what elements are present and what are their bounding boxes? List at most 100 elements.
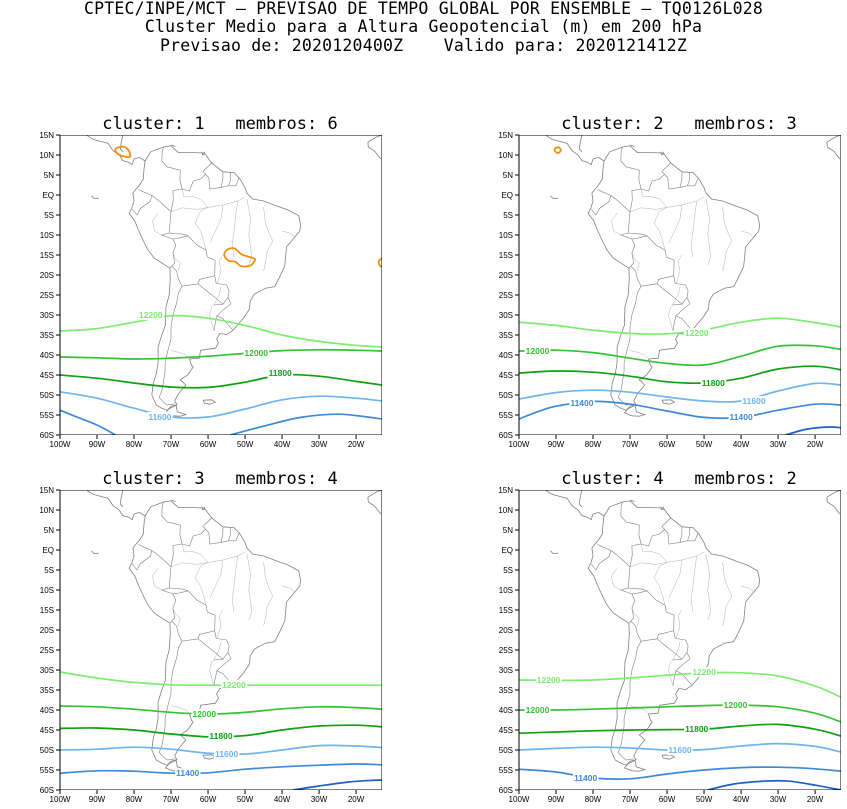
contour-12000 — [60, 348, 382, 360]
river-line — [722, 206, 733, 272]
contour-label-12200: 12200 — [139, 310, 163, 320]
y-tick-label: 15S — [40, 606, 54, 615]
x-tick-label: 50W — [696, 795, 713, 804]
y-tick-label: EQ — [501, 191, 513, 200]
x-tick-label: 30W — [770, 795, 787, 804]
country-border — [675, 297, 692, 330]
contour-label-bg — [535, 675, 562, 685]
x-tick-label: 40W — [274, 795, 291, 804]
river-line — [209, 286, 222, 332]
x-tick-label: 20W — [348, 795, 365, 804]
river-line — [668, 559, 683, 599]
map-layer: 12200 12200 12000 12000 11800 11600 11400 — [519, 490, 841, 790]
y-tick-label: 5N — [44, 526, 54, 535]
contour-11800 — [60, 373, 382, 389]
plot-frame — [518, 490, 841, 790]
island-outline — [623, 404, 647, 417]
y-tick-label: 5S — [44, 211, 54, 220]
river-line — [631, 252, 640, 272]
cluster-1-panel: cluster: 1 membros: 6 12200 12000 11800 116… — [39, 114, 382, 449]
river-line — [668, 286, 681, 332]
contour-label-12200: 12200 — [222, 680, 246, 690]
x-tick-label: 40W — [733, 440, 750, 449]
country-border — [679, 171, 683, 188]
river-line — [231, 555, 238, 613]
y-tick-label: 5S — [503, 566, 513, 575]
plot-frame — [518, 135, 841, 435]
coastline-segment — [86, 490, 146, 521]
y-tick-label: 35S — [499, 331, 513, 340]
contour-11800 — [519, 365, 841, 385]
country-border — [687, 533, 699, 542]
y-tick-label: 40S — [40, 351, 54, 360]
river-line — [653, 207, 668, 258]
country-border — [590, 550, 612, 571]
y-tick-label: 20S — [499, 271, 513, 280]
y-tick-label: EQ — [501, 546, 513, 555]
river-line — [246, 553, 252, 621]
contour-label-bg — [267, 368, 294, 378]
contour-11200 — [707, 779, 841, 790]
island-outline — [623, 759, 647, 772]
country-border — [641, 517, 671, 547]
south-america-coastline — [587, 500, 761, 766]
contour-label-bg — [524, 346, 551, 356]
y-tick-label: 5S — [44, 566, 54, 575]
river-line — [209, 559, 224, 599]
y-tick-label: 30S — [499, 666, 513, 675]
country-border — [687, 178, 699, 187]
contour-label-bg — [208, 731, 234, 741]
y-tick-label: 20S — [499, 626, 513, 635]
coastline-segment — [550, 195, 558, 200]
river-line — [172, 607, 181, 627]
x-tick-label: 50W — [237, 440, 254, 449]
y-tick-label: 15N — [498, 486, 513, 495]
y-tick-label: 55S — [40, 766, 54, 775]
x-tick-label: 30W — [770, 440, 787, 449]
y-tick-label: 15S — [499, 251, 513, 260]
river-line — [282, 585, 296, 593]
country-border — [620, 501, 642, 567]
x-tick-label: 80W — [585, 795, 602, 804]
island-outline — [164, 404, 188, 417]
river-line — [194, 207, 209, 258]
country-border — [641, 162, 671, 192]
y-tick-label: 10N — [39, 506, 54, 515]
contour-label-bg — [243, 348, 270, 358]
contour-label-12000: 12000 — [192, 709, 216, 719]
river-line — [231, 200, 238, 258]
island-outline — [202, 754, 217, 760]
river-line — [741, 230, 755, 238]
river-line — [741, 585, 755, 593]
contour-label-bg — [214, 749, 240, 759]
country-border — [590, 195, 612, 216]
contour-label-11800: 11800 — [269, 368, 292, 378]
y-tick-label: 10N — [498, 151, 513, 160]
island-outline — [661, 399, 676, 405]
cluster-4-map: 12200 12200 12000 12000 11800 11600 11400 — [518, 490, 841, 790]
map-layer: 12200 12000 11800 11600 11400 11400 — [519, 135, 841, 435]
river-line — [172, 252, 181, 272]
x-tick-label: 90W — [548, 440, 565, 449]
coastline-segment — [578, 135, 583, 153]
country-border — [620, 146, 642, 212]
contour-label-12200: 12200 — [692, 667, 716, 677]
country-border — [610, 195, 636, 269]
x-tick-label: 80W — [585, 440, 602, 449]
contour-11200 — [785, 426, 841, 435]
river-line — [181, 543, 209, 563]
header-title-line1: CPTEC/INPE/MCT — PREVISAO DE TEMPO GLOBA… — [84, 0, 763, 18]
x-tick-label: 30W — [311, 440, 328, 449]
cluster-4-panel: cluster: 4 membros: 2 12200 12200 12000 120… — [498, 469, 841, 804]
cluster-2-title: cluster: 2 membros: 3 — [561, 114, 797, 134]
x-tick-label: 100W — [509, 440, 530, 449]
x-tick-label: 60W — [659, 795, 676, 804]
island-outline — [630, 499, 635, 502]
y-tick-label: 20S — [40, 626, 54, 635]
x-tick-label: 70W — [163, 795, 180, 804]
y-tick-label: 15S — [499, 606, 513, 615]
country-border — [679, 526, 683, 543]
y-tick-label: 30S — [40, 666, 54, 675]
x-tick-label: 30W — [311, 795, 328, 804]
